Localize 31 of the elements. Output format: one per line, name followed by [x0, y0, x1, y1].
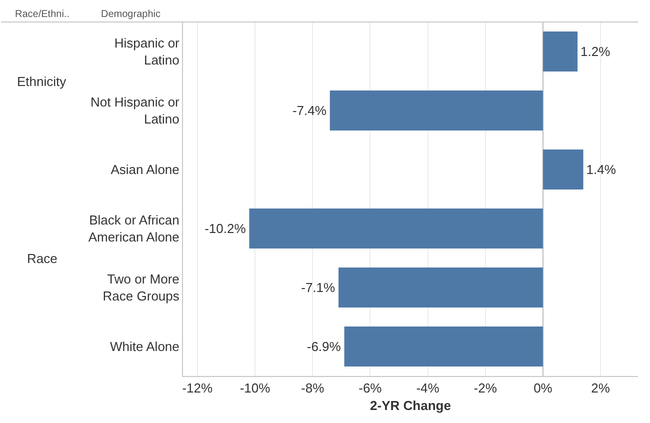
data-label: 1.4%	[586, 162, 616, 177]
data-label: -6.9%	[306, 339, 342, 354]
x-tick-label: 2%	[591, 380, 610, 396]
text: Ethnicity	[17, 74, 67, 89]
bar	[249, 208, 543, 249]
x-tick-label: -8%	[301, 380, 325, 396]
y-tick-label: Two or More Race Groups	[102, 272, 180, 304]
data-label: -7.4%	[292, 103, 327, 118]
x-tick-label: -12%	[182, 380, 214, 396]
bar	[338, 267, 543, 308]
x-tick-label: 0%	[534, 380, 553, 396]
x-tick-label: -10%	[240, 380, 271, 396]
x-axis-title: 2-YR Change	[370, 398, 451, 414]
data-label: 1.2%	[580, 44, 611, 59]
y-tick-label: Hispanic or Latino	[114, 36, 180, 68]
data-label: -10.2%	[204, 221, 246, 236]
bar	[330, 90, 543, 131]
text: Demographic	[101, 9, 160, 20]
bar	[344, 326, 543, 367]
y-tick-label: Asian Alone	[110, 162, 180, 178]
text: Race/Ethni..	[15, 9, 70, 20]
x-tick-label: -6%	[358, 380, 382, 396]
bar	[542, 149, 584, 190]
y-tick-label: Not Hispanic or Latino	[90, 94, 180, 126]
bar	[542, 31, 578, 72]
y-tick-label: Black or African American Alone	[88, 212, 180, 244]
y-tick-label: White Alone	[110, 339, 180, 354]
text: Race	[27, 251, 58, 266]
x-tick-label: -4%	[416, 380, 440, 396]
data-label: -7.1%	[301, 280, 336, 295]
x-tick-label: -2%	[474, 380, 498, 396]
